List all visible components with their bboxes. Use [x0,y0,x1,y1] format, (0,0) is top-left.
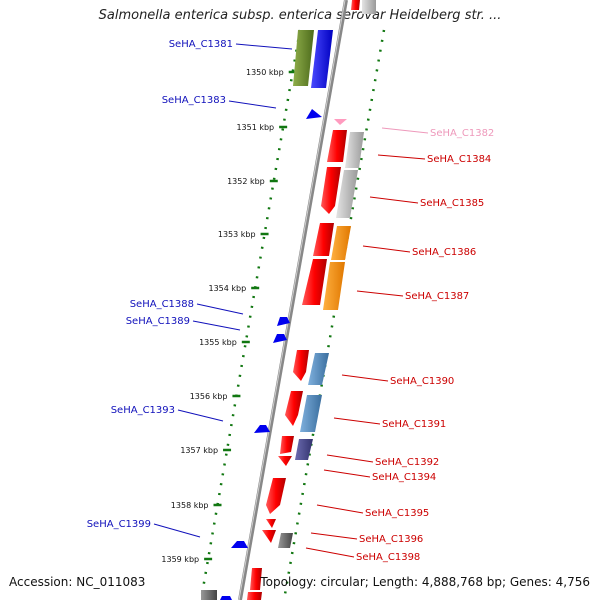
gene-block-steel-c1390 [308,353,329,385]
gene-label[interactable]: SeHA_C1395 [365,508,429,519]
gene-label[interactable]: SeHA_C1387 [405,291,469,302]
gene-label[interactable]: SeHA_C1398 [356,552,420,563]
gene-leader-line [177,409,224,422]
map-title: Salmonella enterica subsp. enterica sero… [98,8,502,23]
gene-arrow-blue-c1388 [277,317,290,326]
gene-label[interactable]: SeHA_C1388 [130,299,194,310]
gene-block-grey-bottom [201,590,217,600]
gene-arrow-red-c1396b [262,530,276,543]
gene-arrow-red-bottom-b [247,592,262,600]
gene-leader-line [323,469,371,478]
ruler-tick-label: 1353 kbp [218,230,256,239]
gene-leader-line [381,127,429,134]
gene-leader-line [235,43,293,50]
gene-label[interactable]: SeHA_C1399 [87,519,151,530]
gene-block-grey-c1385 [336,170,358,218]
gene-label[interactable]: SeHA_C1384 [427,154,491,165]
gene-block-grey-c1384 [345,132,364,168]
gene-leader-line [341,374,389,382]
gene-label[interactable]: SeHA_C1393 [111,405,175,416]
gene-label[interactable]: SeHA_C1396 [359,534,423,545]
gene-label[interactable]: SeHA_C1391 [382,419,446,430]
gene-block-orange-c1387 [323,262,345,310]
ruler-tick-label: 1351 kbp [236,123,274,132]
ruler-tick-label: 1352 kbp [227,177,265,186]
gene-arrow-red-c1391 [285,391,303,426]
gene-arrow-red-c1392b [278,456,292,466]
gene-label[interactable]: SeHA_C1392 [375,457,439,468]
gene-arrow-blue-c1393 [254,425,270,433]
gene-label[interactable]: SeHA_C1390 [390,376,454,387]
gene-block-steel-c1391 [300,395,322,432]
gene-leader-line [153,523,201,538]
gene-arrow-red-bottom-a [250,568,262,590]
gene-arrow-red-c1390 [293,350,309,381]
gene-arrow-red-c1387 [302,259,327,305]
gene-arrow-red-c1385 [321,167,341,214]
gene-leader-line [192,320,241,331]
gene-leader-line [196,303,244,315]
accession-info: Accession: NC_011083 [9,575,146,589]
ruler-tick-label: 1350 kbp [246,68,284,77]
gene-leader-line [369,196,419,204]
gene-label[interactable]: SeHA_C1385 [420,198,484,209]
gene-arrow-red-c1386 [313,223,334,256]
gene-leader-line [362,245,411,253]
gene-label[interactable]: SeHA_C1382 [430,128,494,139]
ruler-tick-label: 1359 kbp [161,555,199,564]
gene-label[interactable]: SeHA_C1386 [412,247,476,258]
gene-arrow-blue-small [306,109,322,119]
gene-leader-line [316,504,364,514]
gene-leader-line [326,454,374,463]
gene-label[interactable]: SeHA_C1383 [162,95,226,106]
gene-arrow-blue-c1399 [231,541,248,548]
gene-leader-line [310,532,358,540]
gene-block-navy-c1394 [295,439,313,460]
gene-arrow-pink [334,119,347,125]
gene-leader-line [333,417,381,425]
gene-leader-line [305,547,355,558]
ruler-tick-label: 1355 kbp [199,338,237,347]
gene-arrow-top-red [351,0,360,10]
ruler-tick-label: 1358 kbp [171,501,209,510]
ruler-tick-label: 1357 kbp [180,446,218,455]
gene-label[interactable]: SeHA_C1381 [169,39,233,50]
gene-leader-line [377,154,426,160]
gene-arrow-red-c1396 [266,519,276,528]
gene-block-orange-c1386 [331,226,351,260]
gene-block-blue [311,30,333,88]
gene-block-dark-c1398 [278,533,293,548]
gene-label[interactable]: SeHA_C1389 [126,316,190,327]
genome-backbone [238,0,348,600]
gene-leader-line [356,290,404,297]
outer-dotted-track [199,29,302,600]
gene-block-green [293,30,314,86]
gene-arrow-red-c1395 [266,478,286,514]
gene-arrow-blue-c1389 [273,334,287,343]
gene-block-top-grey [362,0,376,14]
gene-arrow-red-c1384 [327,130,347,162]
gene-arrow-blue-bottom [220,596,232,600]
genome-backbone-highlight [238,0,346,600]
gene-leader-line [228,100,277,109]
gene-label[interactable]: SeHA_C1394 [372,472,436,483]
ruler-tick-label: 1356 kbp [190,392,228,401]
topology-info: Topology: circular; Length: 4,888,768 bp… [260,575,590,589]
gene-arrow-red-c1392 [280,436,294,454]
ruler-tick-label: 1354 kbp [208,284,246,293]
